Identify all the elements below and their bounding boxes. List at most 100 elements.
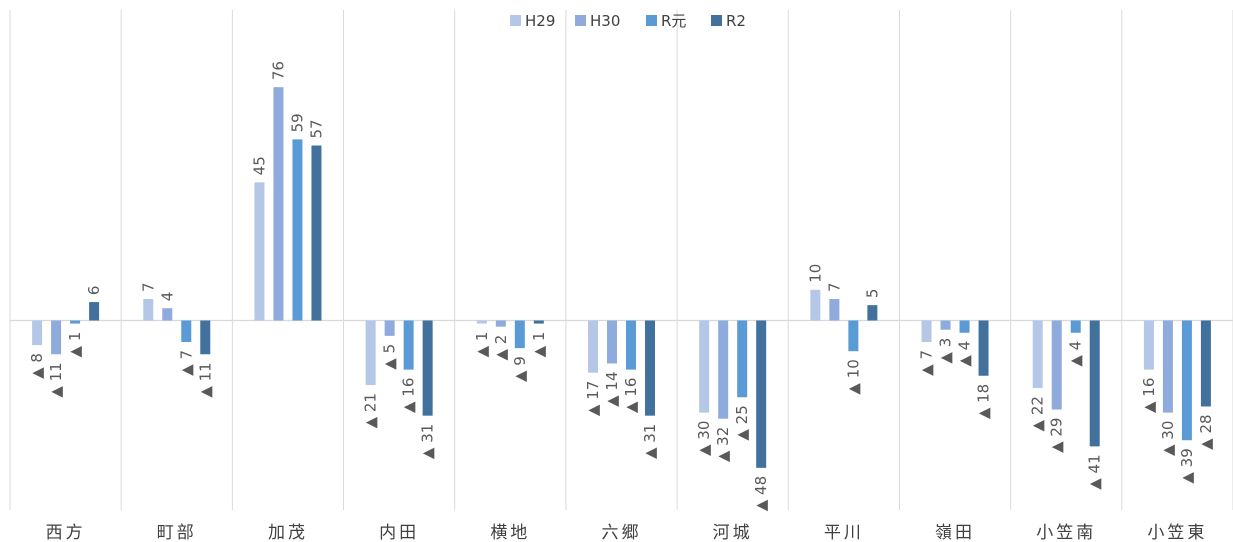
bar-R元-横地: [514, 320, 525, 349]
category-label: 西方: [46, 523, 86, 542]
data-label: ▲ 1: [473, 332, 491, 358]
legend-swatch: [646, 15, 657, 26]
data-label: ▲ 17: [584, 381, 602, 416]
bar-R元-西方: [70, 320, 81, 324]
bar-R2-平川: [867, 305, 878, 321]
category-label: 河城: [713, 523, 753, 542]
bar-R2-加茂: [311, 145, 322, 321]
legend-label: R2: [726, 12, 746, 30]
bar-R元-六郷: [626, 320, 636, 370]
bar-H29-河城: [699, 320, 710, 413]
bar-R2-横地: [533, 320, 544, 324]
data-label: 5: [863, 289, 881, 299]
data-label: ▲ 16: [400, 378, 418, 413]
data-label: 59: [288, 113, 306, 132]
legend-item: H30: [575, 12, 620, 30]
data-label: ▲ 16: [1140, 378, 1158, 413]
data-label: 7: [139, 282, 157, 292]
data-label: ▲ 29: [1048, 418, 1066, 453]
bar-H30-小笠南: [1051, 320, 1062, 410]
data-label: ▲ 8: [28, 353, 46, 379]
bar-R元-平川: [848, 320, 859, 352]
bar-H29-嶺田: [921, 320, 932, 342]
data-label: ▲ 1: [530, 332, 548, 358]
bar-H30-嶺田: [940, 320, 951, 330]
bar-R元-小笠南: [1070, 320, 1081, 333]
category-label: 平川: [824, 523, 864, 542]
bar-H29-町部: [143, 299, 154, 321]
bar-R元-内田: [403, 320, 414, 370]
category-label: 六郷: [602, 523, 642, 542]
bar-R元-嶺田: [959, 320, 970, 333]
category-label: 嶺田: [935, 523, 975, 542]
bar-H29-平川: [810, 289, 821, 321]
data-label: ▲ 2: [492, 335, 510, 361]
data-label: ▲ 31: [641, 424, 659, 459]
data-label: ▲ 11: [47, 362, 65, 397]
bar-H30-内田: [384, 320, 395, 336]
data-label: ▲ 30: [695, 421, 713, 456]
bar-H29-小笠東: [1143, 320, 1154, 370]
data-label: ▲ 39: [1178, 448, 1196, 483]
legend-swatch: [711, 15, 722, 26]
bar-R2-河城: [756, 320, 767, 468]
data-label: ▲ 31: [419, 424, 437, 459]
data-label: 10: [806, 264, 824, 283]
data-label: ▲ 16: [622, 378, 640, 413]
bar-H30-六郷: [607, 320, 617, 364]
bar-R元-町部: [181, 320, 192, 342]
data-label: ▲ 7: [177, 350, 195, 376]
data-label: ▲ 4: [1067, 341, 1085, 367]
data-label: ▲ 28: [1197, 414, 1215, 449]
bar-R2-嶺田: [978, 320, 989, 376]
bar-R元-小笠東: [1181, 320, 1192, 441]
bar-H29-内田: [365, 320, 376, 385]
data-label: ▲ 48: [752, 476, 770, 511]
legend-label: H29: [525, 12, 555, 30]
category-label: 加茂: [268, 523, 308, 542]
data-label: ▲ 7: [918, 350, 936, 376]
category-label: 町部: [157, 523, 197, 542]
bar-H30-加茂: [273, 87, 284, 321]
legend-item: R2: [711, 12, 746, 30]
bar-H29-横地: [476, 320, 487, 324]
data-label: 76: [269, 61, 287, 80]
data-label: ▲ 5: [381, 344, 399, 370]
bar-H30-平川: [829, 299, 840, 321]
bar-H29-加茂: [254, 182, 265, 321]
data-label: 7: [825, 282, 843, 292]
bar-R2-町部: [200, 320, 211, 355]
data-label: 4: [158, 292, 176, 302]
category-label: 小笠南: [1036, 523, 1096, 542]
bar-H30-河城: [718, 320, 729, 419]
bar-R2-西方: [89, 302, 100, 321]
bar-H30-西方: [51, 320, 62, 355]
data-label: ▲ 11: [196, 362, 214, 397]
bars-group: [32, 87, 1211, 468]
bar-R2-小笠南: [1089, 320, 1100, 447]
category-labels-group: 西方 町部 加茂 内田 横地 六郷 河城 平川 嶺田 小笠南 小笠東: [46, 523, 1205, 542]
bar-H30-町部: [162, 308, 173, 321]
data-label: ▲ 4: [956, 341, 974, 367]
legend-swatch: [575, 15, 586, 26]
data-label: ▲ 10: [844, 359, 862, 394]
data-label: ▲ 30: [1159, 421, 1177, 456]
data-label: ▲ 9: [511, 356, 529, 382]
bar-H30-小笠東: [1162, 320, 1173, 413]
bar-R2-内田: [422, 320, 433, 416]
bar-H29-西方: [32, 320, 43, 346]
data-label: 57: [307, 119, 325, 138]
data-label: ▲ 18: [975, 384, 993, 419]
bar-R元-河城: [737, 320, 748, 398]
bar-R元-加茂: [292, 139, 303, 321]
legend-item: R元: [646, 12, 686, 30]
data-label: ▲ 1: [66, 332, 84, 358]
legend-label: H30: [590, 12, 620, 30]
category-label: 横地: [490, 523, 530, 542]
data-label: ▲ 14: [603, 371, 621, 406]
data-label: ▲ 41: [1086, 454, 1104, 489]
data-label: 6: [85, 286, 103, 296]
legend-item: H29: [510, 12, 555, 30]
